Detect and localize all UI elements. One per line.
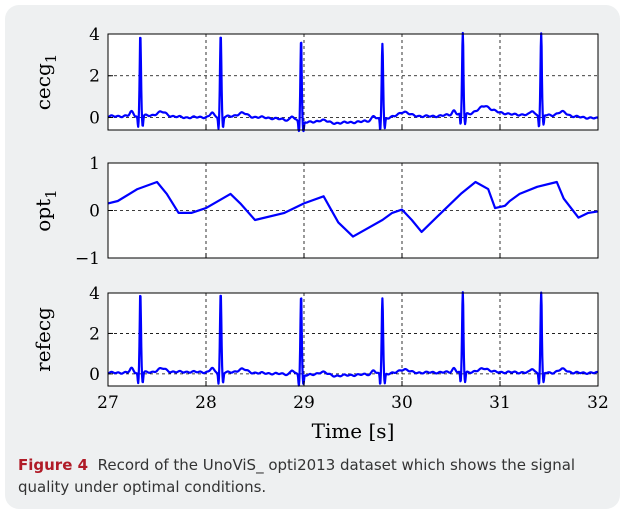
y-axis-label: opt1 [31, 189, 60, 231]
plot-frame [107, 33, 599, 131]
caption-text: Record of the UnoViS_ opti2013 dataset w… [18, 456, 576, 496]
figure-caption: Figure 4 Record of the UnoViS_ opti2013 … [18, 454, 613, 498]
x-tick-label: 31 [489, 393, 511, 413]
plot-frame [107, 292, 599, 387]
y-tick-label: −1 [75, 249, 100, 269]
y-tick-label: 0 [89, 202, 100, 222]
figure-label: Figure 4 [18, 456, 89, 474]
y-axis-label-subscript: 1 [42, 189, 60, 199]
plot-area [108, 293, 598, 386]
y-axis-label-subscript: 1 [42, 54, 60, 64]
y-axis-label: cecg1 [31, 54, 60, 111]
y-tick-label: 2 [89, 324, 100, 344]
y-tick-label: 0 [89, 365, 100, 385]
y-axis-label: refecg [31, 307, 55, 372]
x-tick-label: 27 [97, 393, 119, 413]
y-tick-label: 1 [89, 154, 100, 174]
x-tick-label: 29 [293, 393, 315, 413]
y-tick-label: 2 [89, 67, 100, 87]
series-line [107, 31, 599, 133]
x-tick-label: 32 [587, 393, 609, 413]
x-tick-label: 30 [391, 393, 413, 413]
series-line [107, 180, 599, 238]
y-tick-label: 0 [89, 108, 100, 128]
x-tick-label: 28 [195, 393, 217, 413]
series-line [107, 291, 599, 387]
y-tick-label: 4 [89, 284, 100, 304]
y-tick-label: 4 [89, 25, 100, 45]
x-axis-label: Time [s] [312, 419, 395, 443]
